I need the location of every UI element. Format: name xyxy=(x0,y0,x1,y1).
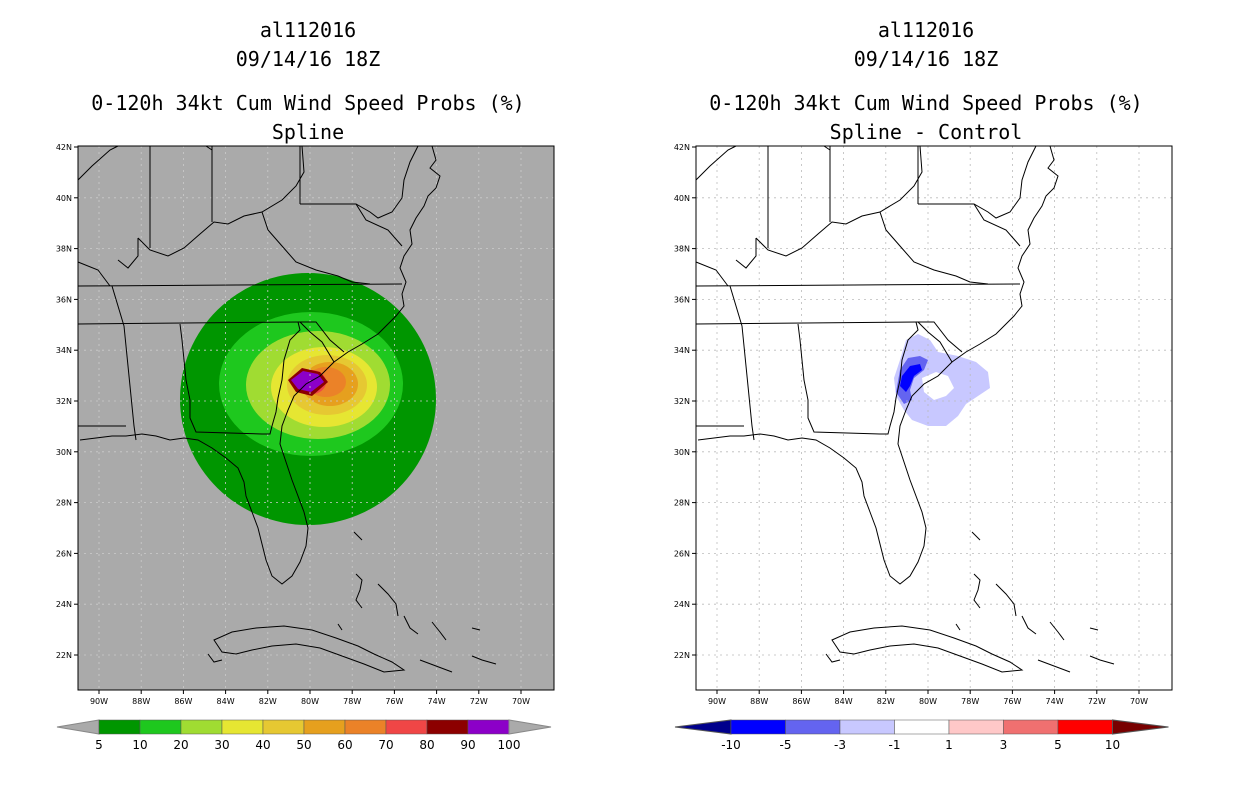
left-colorbar-swatch xyxy=(303,719,346,735)
right-lon-label-70W: 70W xyxy=(1130,697,1148,706)
left-colorbar-swatch xyxy=(385,719,428,735)
right-colorbar-high-arrow xyxy=(1112,719,1169,735)
left-lat-label-22N: 22N xyxy=(56,651,72,660)
left-colorbar-swatch xyxy=(426,719,469,735)
left-lon-label-76W: 76W xyxy=(385,697,403,706)
left-colorbar-label: 40 xyxy=(255,738,270,752)
right-lat-label-36N: 36N xyxy=(674,295,690,304)
right-lon-label-86W: 86W xyxy=(792,697,810,706)
left-lon-label-72W: 72W xyxy=(470,697,488,706)
left-lat-label-38N: 38N xyxy=(56,245,72,254)
right-colorbar-label: 1 xyxy=(945,738,953,752)
left-map: 42N 40N 38N 36N 34N 32N 30N 28N 26N 24N 22N 90W 88W 8… xyxy=(56,143,555,706)
right-datetime: 09/14/16 18Z xyxy=(853,47,999,71)
right-colorbar-swatch xyxy=(1057,719,1113,735)
right-subtitle: Spline - Control xyxy=(829,120,1023,144)
left-lat-label-34N: 34N xyxy=(56,346,72,355)
left-lat-label-36N: 36N xyxy=(56,295,72,304)
right-lon-label-80W: 80W xyxy=(919,697,937,706)
left-colorbar-label: 30 xyxy=(214,738,229,752)
left-lat-label-24N: 24N xyxy=(56,600,72,609)
left-colorbar-swatch xyxy=(344,719,387,735)
right-colorbar: -10 -5 -3 -1 1 3 5 10 xyxy=(674,719,1169,752)
left-colorbar-label: 90 xyxy=(460,738,475,752)
left-lat-label-30N: 30N xyxy=(56,448,72,457)
left-product-title: 0-120h 34kt Cum Wind Speed Probs (%) xyxy=(91,91,525,115)
right-storm-id: al112016 xyxy=(877,18,975,42)
left-lon-label-88W: 88W xyxy=(132,697,150,706)
left-colorbar-label: 5 xyxy=(95,738,103,752)
left-colorbar-label: 60 xyxy=(337,738,352,752)
right-product-title: 0-120h 34kt Cum Wind Speed Probs (%) xyxy=(709,91,1143,115)
left-subtitle: Spline xyxy=(271,120,345,144)
right-colorbar-label: 5 xyxy=(1054,738,1062,752)
right-colorbar-label: -10 xyxy=(721,738,741,752)
left-lon-label-74W: 74W xyxy=(428,697,446,706)
right-colorbar-swatch xyxy=(1003,719,1059,735)
right-lon-label-72W: 72W xyxy=(1088,697,1106,706)
right-colorbar-label: 3 xyxy=(1000,738,1008,752)
left-colorbar-label: 80 xyxy=(419,738,434,752)
right-colorbar-swatch xyxy=(785,719,841,735)
left-colorbar-label: 70 xyxy=(378,738,393,752)
right-colorbar-swatch xyxy=(894,719,950,735)
right-lat-label-38N: 38N xyxy=(674,245,690,254)
right-lat-label-24N: 24N xyxy=(674,600,690,609)
right-lon-label-90W: 90W xyxy=(708,697,726,706)
right-lat-label-30N: 30N xyxy=(674,448,690,457)
right-lat-label-26N: 26N xyxy=(674,549,690,558)
left-colorbar-swatch xyxy=(221,719,264,735)
left-lon-label-78W: 78W xyxy=(343,697,361,706)
right-colorbar-swatch xyxy=(948,719,1004,735)
left-lon-label-70W: 70W xyxy=(512,697,530,706)
left-lon-label-90W: 90W xyxy=(90,697,108,706)
left-colorbar-swatch xyxy=(180,719,223,735)
left-lon-label-82W: 82W xyxy=(259,697,277,706)
left-colorbar-swatch xyxy=(262,719,305,735)
left-datetime: 09/14/16 18Z xyxy=(235,47,381,71)
contour-90-100 xyxy=(291,371,324,392)
right-colorbar-label: -1 xyxy=(889,738,901,752)
right-lon-label-82W: 82W xyxy=(877,697,895,706)
right-colorbar-label: -3 xyxy=(834,738,846,752)
left-colorbar-swatch xyxy=(139,719,182,735)
left-lat-label-32N: 32N xyxy=(56,397,72,406)
left-lon-label-86W: 86W xyxy=(174,697,192,706)
right-lat-label-42N: 42N xyxy=(674,143,690,152)
diff-minus5-minus10 xyxy=(900,364,922,392)
left-colorbar-high-arrow xyxy=(508,719,552,735)
left-lat-label-26N: 26N xyxy=(56,549,72,558)
left-colorbar-label: 50 xyxy=(296,738,311,752)
left-colorbar-swatch xyxy=(467,719,510,735)
left-storm-id: al112016 xyxy=(259,18,357,42)
left-colorbar-label: 100 xyxy=(498,738,521,752)
right-lon-label-84W: 84W xyxy=(835,697,853,706)
right-colorbar-low-arrow xyxy=(674,719,732,735)
right-map: 42N 40N 38N 36N 34N 32N 30N 28N 26N 24N 22N 90W 88W 8… xyxy=(674,143,1173,706)
left-colorbar-label: 10 xyxy=(132,738,147,752)
right-lat-label-40N: 40N xyxy=(674,194,690,203)
diff-white-hole xyxy=(922,372,954,400)
left-colorbar: 5 10 20 30 40 50 60 70 80 90 100 xyxy=(56,719,552,752)
right-lon-label-78W: 78W xyxy=(961,697,979,706)
left-colorbar-label: 20 xyxy=(173,738,188,752)
right-colorbar-swatch xyxy=(839,719,895,735)
right-lat-label-22N: 22N xyxy=(674,651,690,660)
right-lat-label-32N: 32N xyxy=(674,397,690,406)
left-colorbar-low-arrow xyxy=(56,719,100,735)
left-lon-label-80W: 80W xyxy=(301,697,319,706)
right-colorbar-swatch xyxy=(730,719,786,735)
left-lat-label-42N: 42N xyxy=(56,143,72,152)
right-lon-label-76W: 76W xyxy=(1003,697,1021,706)
right-lon-label-88W: 88W xyxy=(750,697,768,706)
right-colorbar-label: -5 xyxy=(780,738,792,752)
right-lat-label-34N: 34N xyxy=(674,346,690,355)
left-lon-label-84W: 84W xyxy=(217,697,235,706)
left-lat-label-40N: 40N xyxy=(56,194,72,203)
right-lat-label-28N: 28N xyxy=(674,499,690,508)
left-colorbar-swatch xyxy=(98,719,141,735)
right-colorbar-label: 10 xyxy=(1105,738,1120,752)
right-lon-label-74W: 74W xyxy=(1046,697,1064,706)
left-lat-label-28N: 28N xyxy=(56,499,72,508)
